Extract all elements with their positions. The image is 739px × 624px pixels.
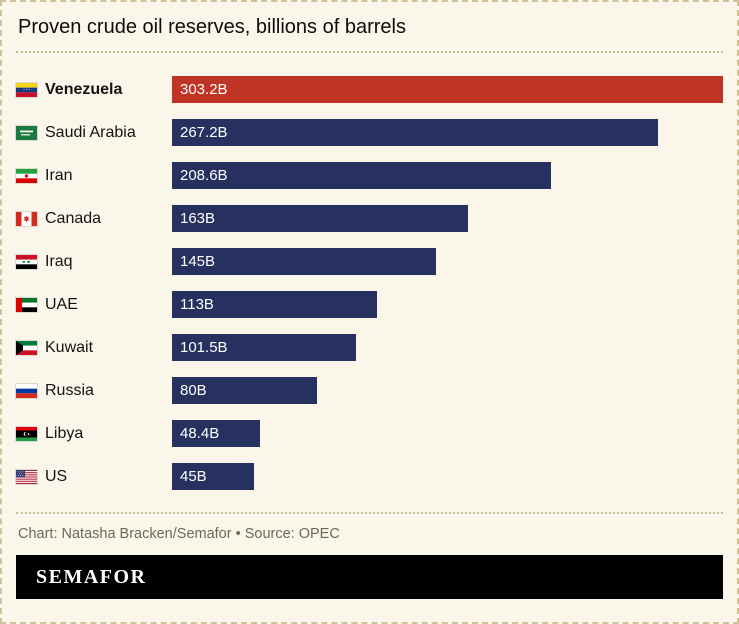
title-divider <box>16 51 723 53</box>
country-label: US <box>45 467 68 485</box>
bar-row: Saudi Arabia 267.2B <box>16 111 723 154</box>
bar-canada: 163B <box>172 205 469 232</box>
value-label: 48.4B <box>180 425 220 442</box>
bar-track: 208.6B <box>172 162 723 189</box>
kuwait-flag-icon <box>16 340 37 355</box>
bar-track: 45B <box>172 463 723 490</box>
canada-flag-icon <box>16 211 37 226</box>
bar-track: 101.5B <box>172 334 723 361</box>
value-label: 163B <box>180 210 216 227</box>
chart-title: Proven crude oil reserves, billions of b… <box>18 16 406 38</box>
bar-row: Iraq 145B <box>16 240 723 283</box>
saudi-arabia-flag-icon <box>16 125 37 140</box>
bar-uae: 113B <box>172 291 378 318</box>
country-label: Iraq <box>45 252 73 270</box>
bar-libya: 48.4B <box>172 420 260 447</box>
value-label: 145B <box>180 253 216 270</box>
bar-iraq: 145B <box>172 248 436 275</box>
bar-row: UAE 113B <box>16 283 723 326</box>
country-label: Iran <box>45 166 73 184</box>
value-label: 113B <box>180 296 214 313</box>
bar-track: 267.2B <box>172 119 723 146</box>
country-label: Venezuela <box>45 80 123 98</box>
bar-kuwait: 101.5B <box>172 334 357 361</box>
bar-track: 163B <box>172 205 723 232</box>
bar-track: 80B <box>172 377 723 404</box>
value-label: 208.6B <box>180 167 228 184</box>
value-label: 101.5B <box>180 339 228 356</box>
country-label: Kuwait <box>45 338 94 356</box>
semafor-logo: SEMAFOR <box>36 565 147 588</box>
bar-row: Kuwait 101.5B <box>16 326 723 369</box>
bar-row: Iran 208.6B <box>16 154 723 197</box>
chart-credit: Chart: Natasha Bracken/Semafor • Source:… <box>18 526 340 542</box>
value-label: 80B <box>180 382 207 399</box>
bar-us: 45B <box>172 463 254 490</box>
value-label: 303.2B <box>180 81 228 98</box>
value-label: 45B <box>180 468 207 485</box>
bar-chart: Venezuela 303.2B Saudi Arabia 267.2B Ira… <box>16 68 723 498</box>
value-label: 267.2B <box>180 124 228 141</box>
libya-flag-icon <box>16 426 37 441</box>
bar-row: Canada 163B <box>16 197 723 240</box>
bar-track: 113B <box>172 291 723 318</box>
bar-venezuela: 303.2B <box>172 76 723 103</box>
country-label: Saudi Arabia <box>45 123 136 141</box>
bar-row: Russia 80B <box>16 369 723 412</box>
bar-row: US 45B <box>16 455 723 498</box>
bar-iran: 208.6B <box>172 162 552 189</box>
bar-russia: 80B <box>172 377 318 404</box>
bar-saudi-arabia: 267.2B <box>172 119 658 146</box>
bar-track: 145B <box>172 248 723 275</box>
uae-flag-icon <box>16 297 37 312</box>
russia-flag-icon <box>16 383 37 398</box>
us-flag-icon <box>16 469 37 484</box>
bar-track: 303.2B <box>172 76 723 103</box>
iraq-flag-icon <box>16 254 37 269</box>
country-label: Canada <box>45 209 102 227</box>
country-label: UAE <box>45 295 78 313</box>
bar-track: 48.4B <box>172 420 723 447</box>
country-label: Libya <box>45 424 84 442</box>
country-label: Russia <box>45 381 94 399</box>
bar-row: Libya 48.4B <box>16 412 723 455</box>
iran-flag-icon <box>16 168 37 183</box>
bar-row: Venezuela 303.2B <box>16 68 723 111</box>
footer-divider <box>16 512 723 514</box>
semafor-logo-bar: SEMAFOR <box>16 555 723 599</box>
venezuela-flag-icon <box>16 82 37 97</box>
